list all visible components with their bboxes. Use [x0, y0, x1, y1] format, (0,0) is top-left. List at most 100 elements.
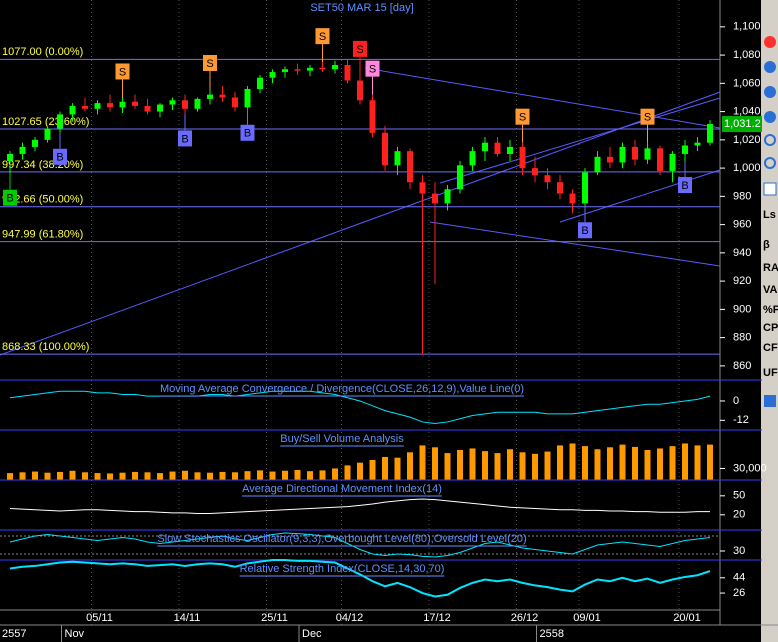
candle-body — [632, 146, 638, 160]
candle-body — [407, 151, 413, 183]
signal-label: B — [56, 152, 63, 164]
candle-body — [532, 168, 538, 176]
toolbar-button[interactable] — [763, 182, 777, 196]
volume-bar — [344, 465, 351, 480]
candle-body — [207, 94, 213, 99]
candle-body — [144, 105, 151, 112]
signal-box — [178, 130, 192, 147]
toolbar-label[interactable]: CP — [763, 322, 778, 334]
volume-bar — [469, 448, 476, 480]
candle-body — [544, 175, 551, 183]
volume-bar — [19, 472, 26, 480]
y-tick-label: 20 — [733, 509, 745, 521]
x-tick-label: 25/11 — [261, 612, 288, 624]
volume-bar — [219, 471, 226, 480]
signal-label: S — [356, 44, 363, 56]
volume-bar — [244, 471, 251, 480]
x-tick-label: 14/11 — [174, 612, 201, 624]
signal-label: S — [369, 64, 376, 76]
toolbar-button[interactable] — [764, 395, 776, 407]
volume-bar — [7, 473, 13, 480]
signal-label: S — [206, 58, 213, 70]
signal-box — [203, 54, 217, 71]
candle-body — [669, 153, 676, 171]
volume-bar — [307, 471, 313, 480]
trendline — [559, 169, 721, 223]
toolbar-label[interactable]: β — [763, 239, 770, 251]
y-tick-label: 1,020 — [733, 134, 761, 146]
candle-body — [32, 139, 38, 147]
signal-box — [315, 28, 330, 45]
volume-bar — [282, 470, 288, 480]
volume-bar — [607, 447, 613, 480]
trendline — [0, 91, 721, 356]
volume-bar — [319, 470, 326, 480]
y-tick-label: 30,000 — [733, 462, 767, 474]
candle-body — [707, 124, 713, 143]
toolbar-button[interactable] — [764, 86, 776, 98]
trendlines — [0, 67, 721, 356]
signal-box — [640, 108, 655, 125]
toolbar-button[interactable] — [764, 111, 776, 123]
indicator-line — [9, 532, 711, 558]
toolbar-label[interactable]: CF — [763, 342, 778, 354]
candle-body — [132, 101, 138, 106]
signal-label: B — [581, 225, 588, 237]
candle-body — [44, 128, 51, 140]
volume-bar — [394, 457, 401, 480]
y-tick-label: 26 — [733, 587, 745, 599]
period-label: Dec — [302, 628, 322, 640]
candle-body — [57, 114, 63, 129]
candle-body — [619, 146, 626, 163]
candle-body — [7, 153, 13, 162]
period-label: 2557 — [2, 628, 26, 640]
candle-body — [294, 69, 301, 71]
signal-label: S — [644, 112, 651, 124]
volume-bar — [369, 460, 376, 480]
volume-bar — [82, 472, 88, 480]
volume-bar — [494, 453, 501, 480]
candle-body — [607, 156, 613, 163]
signal-label: S — [319, 31, 326, 43]
toolbar-label[interactable]: %P — [763, 304, 778, 316]
volume-bar — [557, 445, 563, 480]
volume-bar — [332, 468, 338, 480]
volume-bar — [444, 453, 451, 480]
candle-body — [507, 146, 513, 154]
candle-body — [594, 156, 601, 173]
candle-body — [382, 132, 388, 166]
candle-body — [644, 148, 651, 160]
toolbar-label[interactable]: UF — [763, 367, 778, 379]
volume-bar — [419, 445, 426, 480]
toolbar-label[interactable]: VA — [763, 284, 778, 296]
indicator-line — [9, 559, 711, 598]
candle-body — [357, 80, 363, 101]
toolbar-button[interactable] — [764, 157, 776, 169]
toolbar-button[interactable] — [764, 134, 776, 146]
y-tick-label: 900 — [733, 303, 751, 315]
chart-title: SET50 MAR 15 [day] — [310, 2, 413, 14]
indicator-line — [9, 498, 710, 515]
candle-body — [432, 193, 438, 204]
panel-title: Moving Average Convergence / Divergence(… — [160, 383, 524, 395]
toolbar-button[interactable] — [764, 61, 776, 73]
toolbar-label[interactable]: Ls — [763, 209, 776, 221]
volume-bar — [707, 444, 713, 480]
trendline — [429, 221, 721, 267]
level-label: 947.99 (61.80%) — [2, 228, 83, 240]
x-tick-label: 20/01 — [673, 612, 701, 624]
y-tick-label: 50 — [733, 490, 745, 502]
volume-bar — [407, 452, 413, 480]
candle-body — [69, 105, 76, 115]
volume-bar — [632, 446, 638, 480]
volume-bar — [532, 453, 538, 480]
candle-body — [244, 88, 251, 108]
candle-body — [482, 142, 488, 152]
candle-body — [557, 182, 563, 194]
volume-bar — [157, 473, 163, 480]
toolbar-button[interactable] — [764, 36, 776, 48]
toolbar-label[interactable]: RA — [763, 262, 778, 274]
candle-body — [469, 151, 476, 166]
volume-bar — [232, 472, 238, 480]
